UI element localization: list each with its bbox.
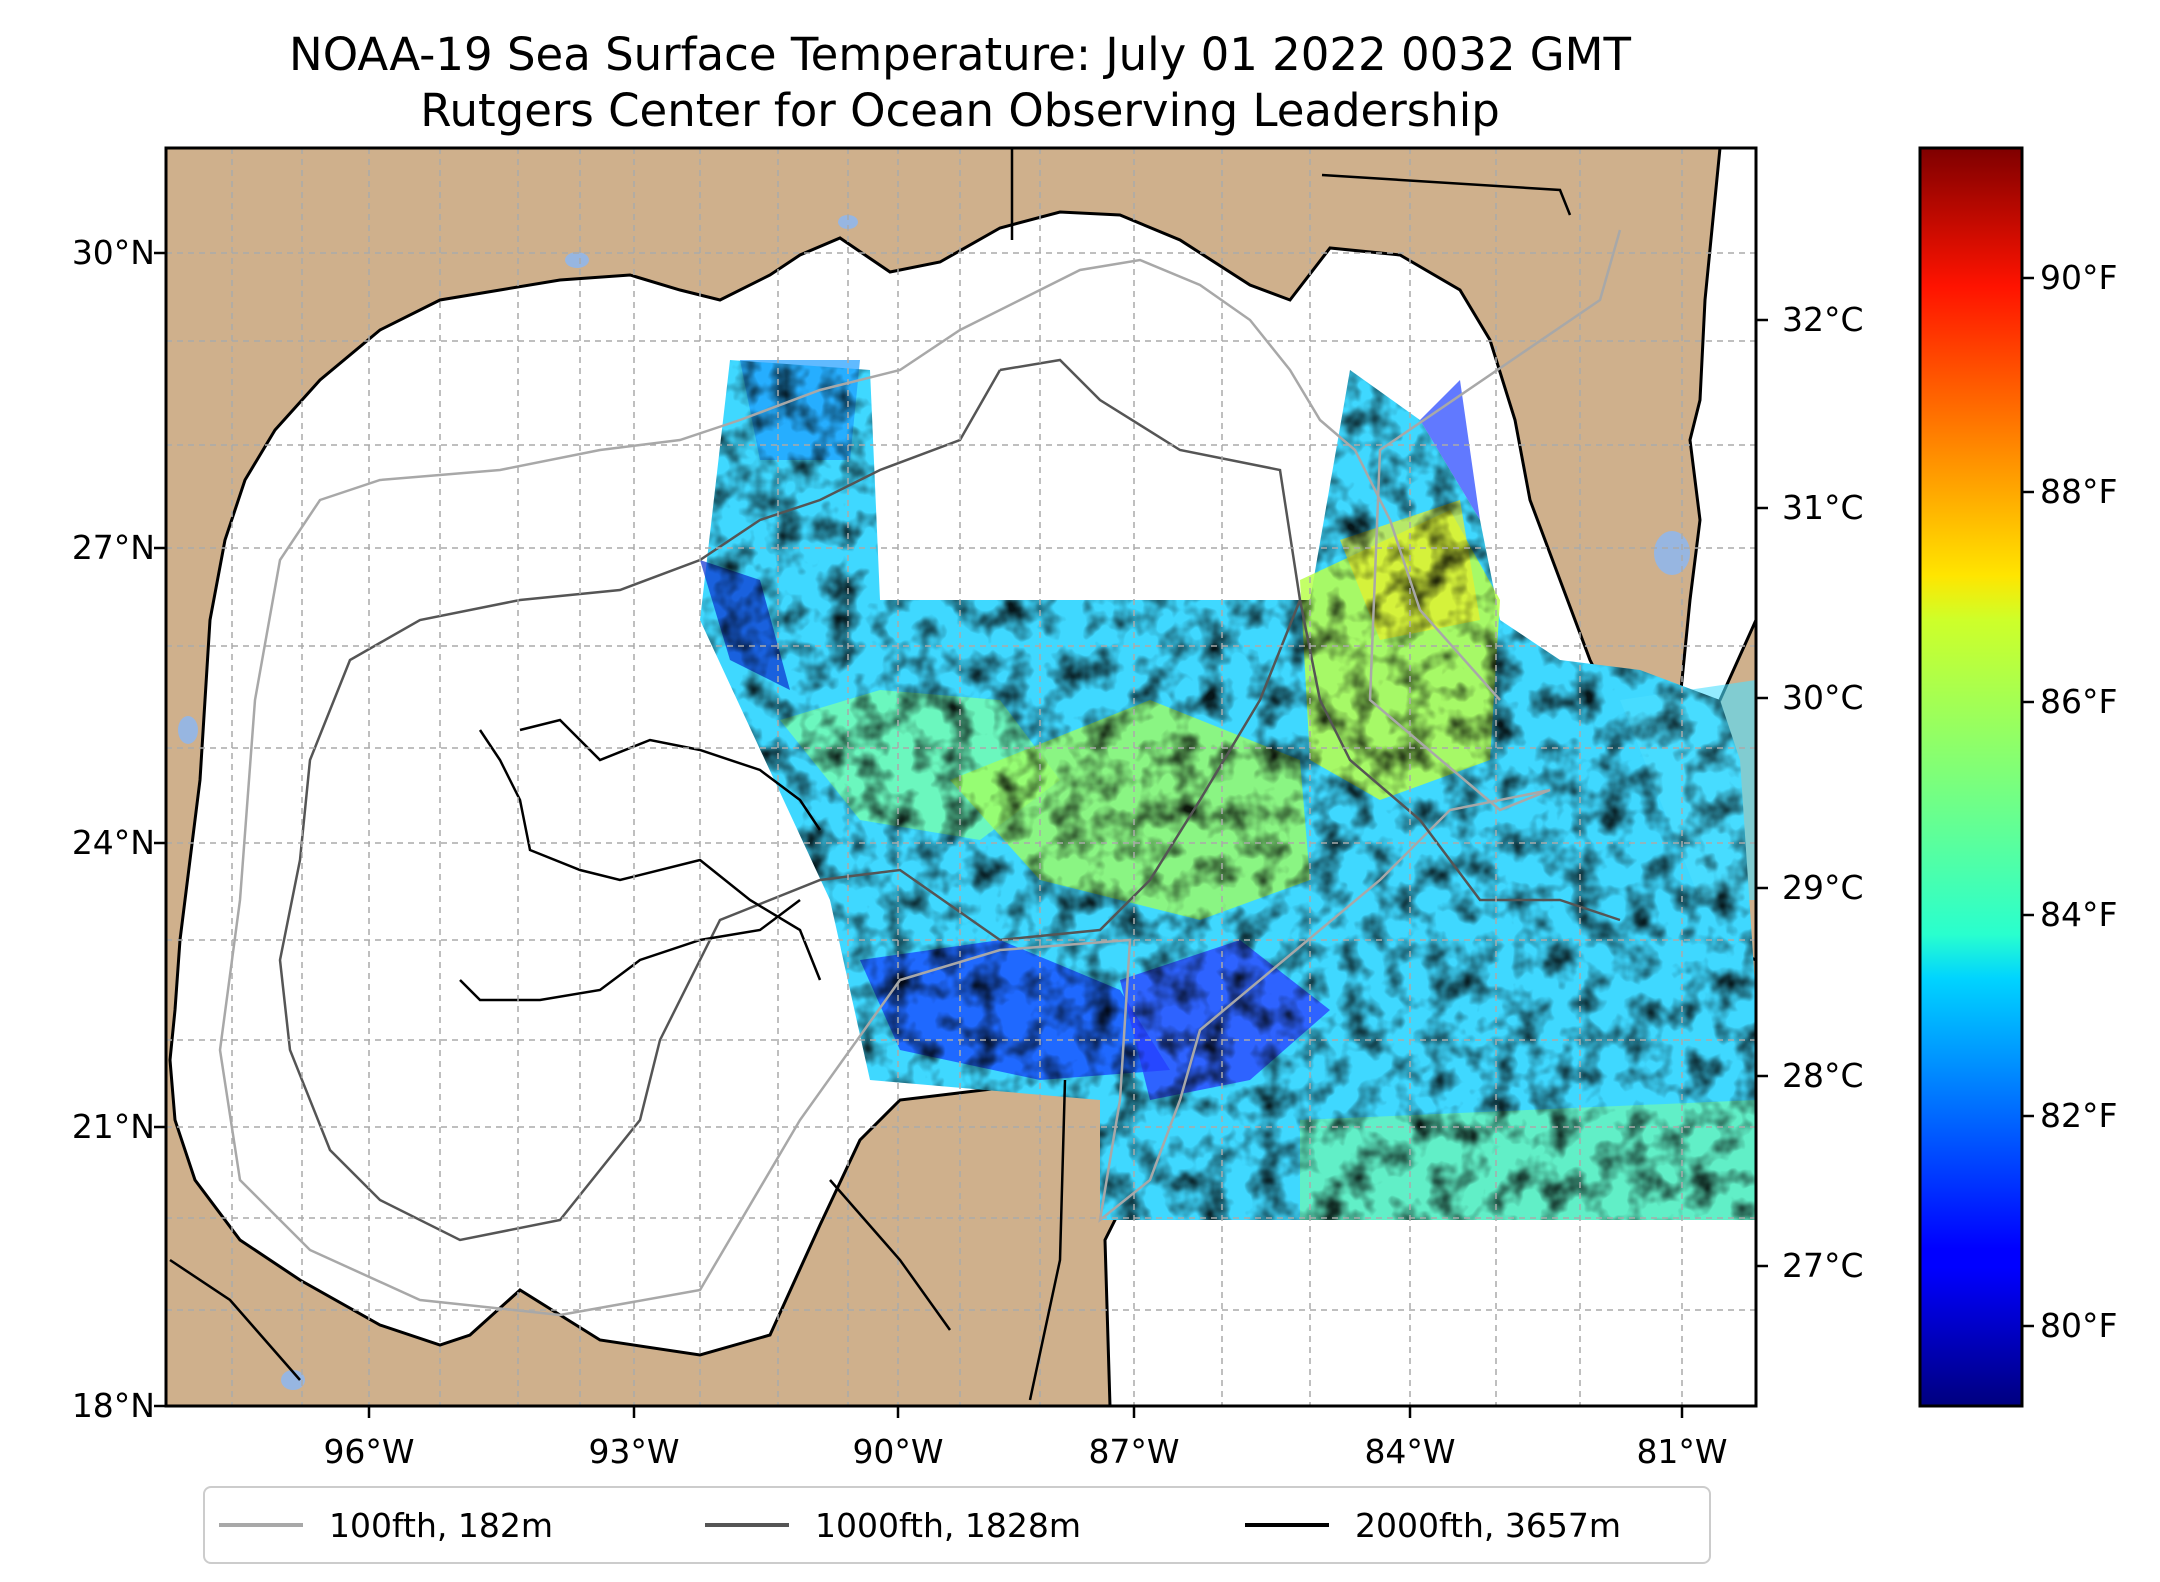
celsius-label-31: 31°C: [1782, 488, 1864, 527]
lon-label-84w: 84°W: [1364, 1432, 1456, 1471]
lat-label-30n: 30°N: [71, 233, 155, 272]
legend-line-100fth: [219, 1523, 303, 1527]
map-subtitle: Rutgers Center for Ocean Observing Leade…: [420, 84, 1500, 137]
fahrenheit-label-90: 90°F: [2040, 258, 2118, 297]
lon-label-93w: 93°W: [588, 1432, 680, 1471]
border-lines: [169, 148, 1572, 1401]
lat-label-18n: 18°N: [71, 1386, 155, 1425]
lon-label-87w: 87°W: [1088, 1432, 1180, 1471]
celsius-label-27: 27°C: [1782, 1246, 1864, 1285]
celsius-label-28: 28°C: [1782, 1056, 1864, 1095]
lake-4: [281, 1370, 305, 1390]
lake-okeechobee: [1654, 531, 1690, 575]
lon-label-81w: 81°W: [1636, 1432, 1728, 1471]
lake-2: [838, 215, 858, 229]
map-frame: [164, 146, 1758, 1408]
map-gridlines: [166, 148, 1756, 1406]
lon-label-90w: 90°W: [852, 1432, 944, 1471]
contour-100fth: [218, 229, 1622, 1317]
legend-label-100fth: 100fth, 182m: [329, 1505, 553, 1545]
fahrenheit-label-82: 82°F: [2040, 1096, 2118, 1135]
fahrenheit-label-80: 80°F: [2040, 1306, 2118, 1345]
legend-line-1000fth: [705, 1523, 789, 1527]
lat-label-21n: 21°N: [71, 1107, 155, 1146]
map-area: [166, 148, 1756, 1406]
celsius-label-30: 30°C: [1782, 678, 1864, 717]
lat-label-24n: 24°N: [71, 823, 155, 862]
celsius-label-32: 32°C: [1782, 300, 1864, 339]
colorbar: [1918, 146, 2024, 1408]
map-title: NOAA-19 Sea Surface Temperature: July 01…: [289, 28, 1631, 81]
legend-line-2000fth: [1245, 1523, 1329, 1527]
legend-item-100fth: 100fth, 182m: [219, 1488, 553, 1562]
colorbar-ticks: [2022, 276, 2034, 1328]
legend-item-2000fth: 2000fth, 3657m: [1245, 1488, 1621, 1562]
lat-label-27n: 27°N: [71, 528, 155, 567]
legend-item-1000fth: 1000fth, 1828m: [705, 1488, 1081, 1562]
contour-legend: 100fth, 182m 1000fth, 1828m 2000fth, 365…: [203, 1486, 1711, 1564]
lake-3: [178, 716, 198, 744]
contour-2000fth: [459, 718, 822, 1002]
fahrenheit-label-88: 88°F: [2040, 472, 2118, 511]
fahrenheit-label-86: 86°F: [2040, 682, 2118, 721]
contour-1000fth: [278, 358, 1621, 1242]
lake-1: [565, 252, 589, 268]
lon-label-96w: 96°W: [323, 1432, 415, 1471]
legend-label-2000fth: 2000fth, 3657m: [1355, 1505, 1621, 1545]
legend-label-1000fth: 1000fth, 1828m: [815, 1505, 1081, 1545]
celsius-label-29: 29°C: [1782, 868, 1864, 907]
fahrenheit-label-84: 84°F: [2040, 895, 2118, 934]
axis-ticks: [154, 251, 1768, 1418]
